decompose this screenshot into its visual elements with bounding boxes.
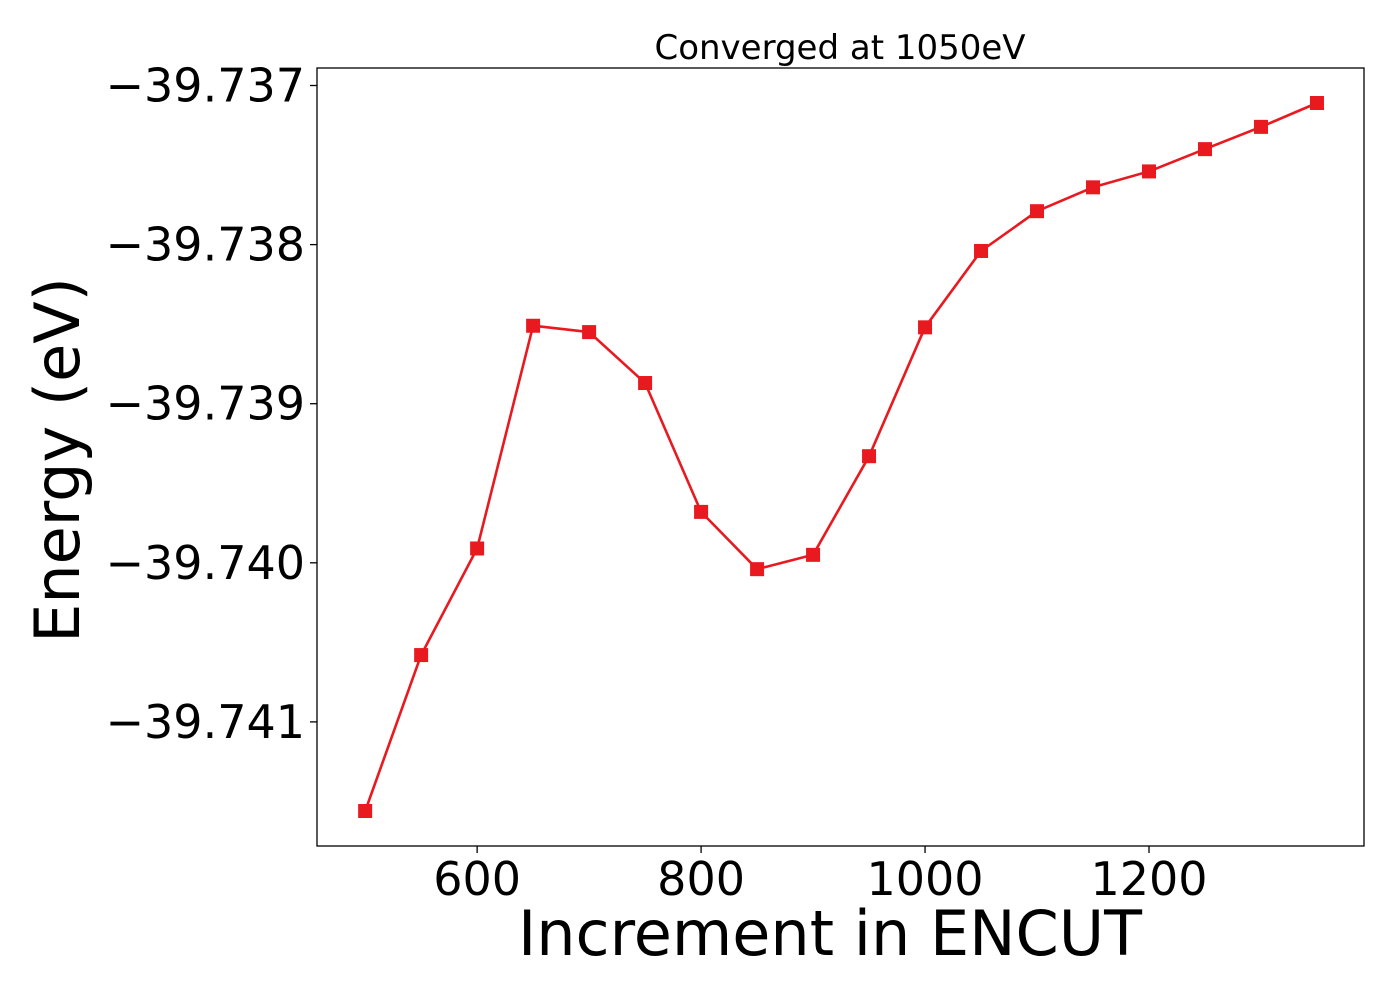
series-line	[363, 101, 1318, 812]
y-tick-label: −39.739	[106, 377, 306, 431]
x-tick-label: 1000	[867, 852, 984, 906]
data-point-marker	[1086, 180, 1101, 195]
data-point-marker	[638, 376, 653, 391]
data-point-marker	[414, 648, 429, 663]
series-layer	[358, 96, 1324, 818]
x-tick-label: 600	[433, 852, 521, 906]
y-tick-label: −39.738	[106, 218, 306, 272]
data-point-marker	[526, 318, 541, 333]
data-point-marker	[1030, 204, 1045, 219]
data-point-marker	[974, 243, 989, 258]
y-tick-label: −39.740	[106, 536, 306, 590]
data-point-marker	[1253, 119, 1268, 134]
x-tick-label: 800	[657, 852, 745, 906]
y-axis-ticks: −39.737 −39.738 −39.739 −39.740 −39.741	[106, 59, 317, 749]
x-axis-label: Increment in ENCUT	[518, 897, 1143, 970]
y-tick-label: −39.737	[106, 59, 306, 113]
data-point-marker	[470, 541, 485, 556]
data-point-marker	[1142, 164, 1157, 179]
data-point-marker	[1197, 142, 1212, 157]
data-point-marker	[358, 803, 373, 818]
chart-title: Converged at 1050eV	[654, 28, 1025, 68]
data-point-marker	[918, 320, 933, 335]
data-point-marker	[750, 562, 765, 577]
y-axis-label: Energy (eV)	[21, 277, 94, 643]
data-point-marker	[806, 547, 821, 562]
data-point-marker	[1309, 96, 1324, 111]
data-point-marker	[862, 449, 877, 464]
plot-area-frame	[316, 67, 1365, 847]
x-axis-ticks: 600 800 1000 1200	[433, 846, 1208, 906]
y-tick-label: −39.741	[106, 695, 306, 749]
x-tick-label: 1200	[1090, 852, 1207, 906]
data-point-marker	[694, 504, 709, 519]
data-point-marker	[582, 325, 597, 340]
